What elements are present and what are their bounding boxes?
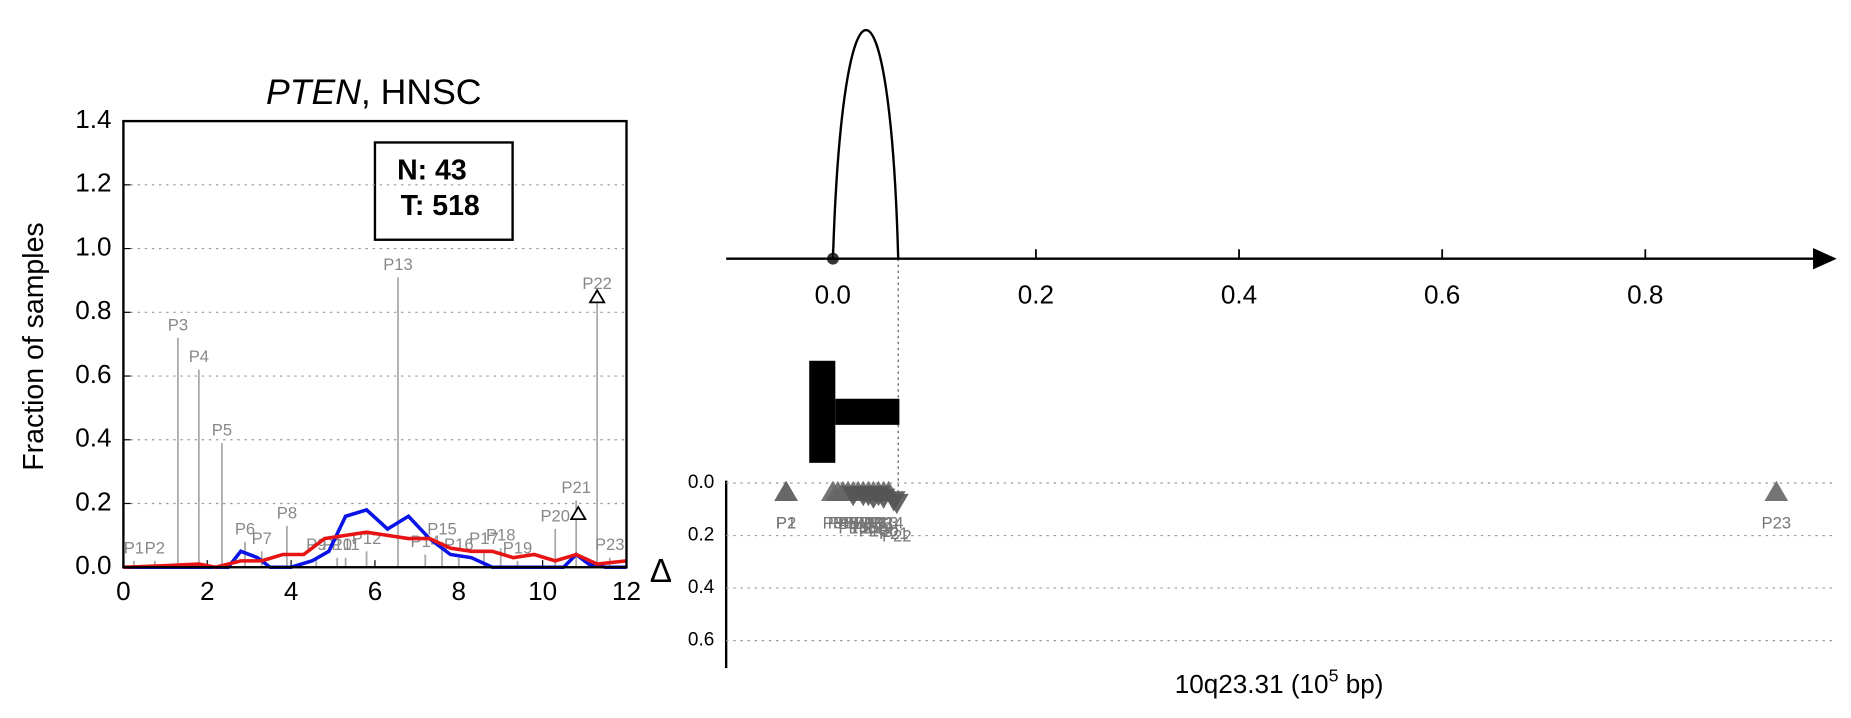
gene-marker — [809, 360, 836, 463]
point-label: P16 — [848, 519, 878, 538]
x-tick-label: 8 — [452, 576, 467, 606]
peak-label: P1 — [124, 538, 144, 557]
point-label: P19 — [864, 519, 894, 538]
x-tick-label: 0 — [116, 576, 131, 606]
point-label: P13 — [869, 513, 899, 532]
peak-label: P18 — [486, 526, 516, 545]
delta-axis-label: Δ — [650, 553, 672, 590]
point-label: P23 — [1762, 513, 1792, 532]
peak-marker — [569, 505, 587, 521]
point-label: P7 — [843, 513, 863, 532]
peak-marker — [588, 288, 606, 304]
point-label: P20 — [869, 521, 899, 540]
point-label: P10 — [854, 513, 884, 532]
x-tick-label: 2 — [200, 576, 215, 606]
y-tick-label: 0.4 — [75, 423, 111, 453]
peak-label: P8 — [277, 503, 297, 522]
point-label: P8 — [848, 513, 868, 532]
y-tick-label: 0.4 — [688, 577, 714, 598]
tumor-count: T: 518 — [401, 190, 480, 222]
point-label: P18 — [859, 521, 889, 540]
x-tick-label: 0.4 — [1221, 280, 1257, 310]
y-tick-label: 0.6 — [75, 359, 111, 389]
title-cohort: , HNSC — [361, 72, 482, 112]
x-label-unit: bp) — [1338, 669, 1383, 699]
title-gene: PTEN — [266, 72, 361, 112]
delta-marker — [774, 480, 798, 501]
peak-label: P7 — [252, 529, 272, 548]
point-label: P11 — [859, 513, 887, 532]
y-tick-label: 1.0 — [75, 231, 111, 261]
gene-marker — [835, 398, 900, 425]
point-label: P9 — [853, 513, 873, 532]
peak-label: P13 — [383, 255, 413, 274]
chart-title: PTEN, HNSC — [266, 72, 481, 112]
y-tick-label: 0.6 — [688, 630, 714, 651]
point-label: P17 — [854, 519, 884, 538]
peak-label: P19 — [503, 538, 533, 557]
x-tick-label: 0.2 — [1018, 280, 1054, 310]
peak-label: P21 — [561, 478, 591, 497]
peak-label: P20 — [540, 507, 570, 526]
point-label: P1 — [776, 513, 796, 532]
x-tick-label: 6 — [368, 576, 383, 606]
x-label-text: 10q23.31 (10 — [1175, 669, 1329, 699]
delta-marker — [884, 493, 909, 515]
y-tick-label: 0.0 — [75, 550, 111, 580]
x-tick-label: 12 — [612, 576, 641, 606]
y-tick-label: 0.8 — [75, 295, 111, 325]
point-label: P6 — [838, 513, 858, 532]
peak-label: P3 — [168, 315, 188, 334]
x-tick-label: 0.0 — [815, 280, 851, 310]
peak-label: P15 — [427, 519, 457, 538]
series-line — [123, 530, 627, 570]
y-tick-label: 0.2 — [75, 486, 111, 516]
normal-count: N: 43 — [397, 155, 467, 187]
peak-label: P2 — [145, 538, 165, 557]
x-axis-label: 10q23.31 (105 bp) — [1175, 665, 1384, 699]
density-curve — [831, 28, 900, 259]
peak-label: P17 — [469, 529, 499, 548]
x-tick-label: 0.6 — [1424, 280, 1460, 310]
point-label: P12 — [864, 513, 894, 532]
point-label: P22 — [882, 527, 912, 546]
delta-marker — [1764, 480, 1789, 501]
peak-label: P14 — [410, 532, 440, 551]
point-label: P5 — [833, 513, 853, 532]
y-axis-label: Fraction of samples — [18, 222, 50, 470]
x-tick-label: 4 — [284, 576, 299, 606]
peak-label: P5 — [212, 420, 232, 439]
count-box — [373, 141, 514, 241]
y-tick-label: 0.2 — [688, 525, 714, 546]
y-tick-label: 1.2 — [75, 168, 111, 198]
peak-label: P6 — [235, 519, 255, 538]
point-label: P14 — [874, 513, 904, 532]
peak-label: P4 — [189, 347, 209, 366]
point-label: P21 — [879, 524, 909, 543]
point-label: P15 — [838, 519, 868, 538]
point-label: P3 — [823, 513, 843, 532]
series-line — [123, 507, 627, 570]
x-tick-label: 0.8 — [1627, 280, 1663, 310]
y-tick-label: 0.0 — [688, 472, 714, 493]
point-label: P2 — [776, 513, 796, 532]
point-label: P4 — [828, 513, 848, 532]
y-tick-label: 1.4 — [75, 104, 111, 134]
x-label-exponent: 5 — [1329, 665, 1339, 685]
x-tick-label: 10 — [528, 576, 557, 606]
plot-frame — [122, 119, 628, 569]
axis-arrow — [1813, 248, 1837, 270]
peak-label: P22 — [582, 274, 612, 293]
peak-label: P23 — [595, 535, 625, 554]
peak-label: P11 — [331, 535, 359, 554]
